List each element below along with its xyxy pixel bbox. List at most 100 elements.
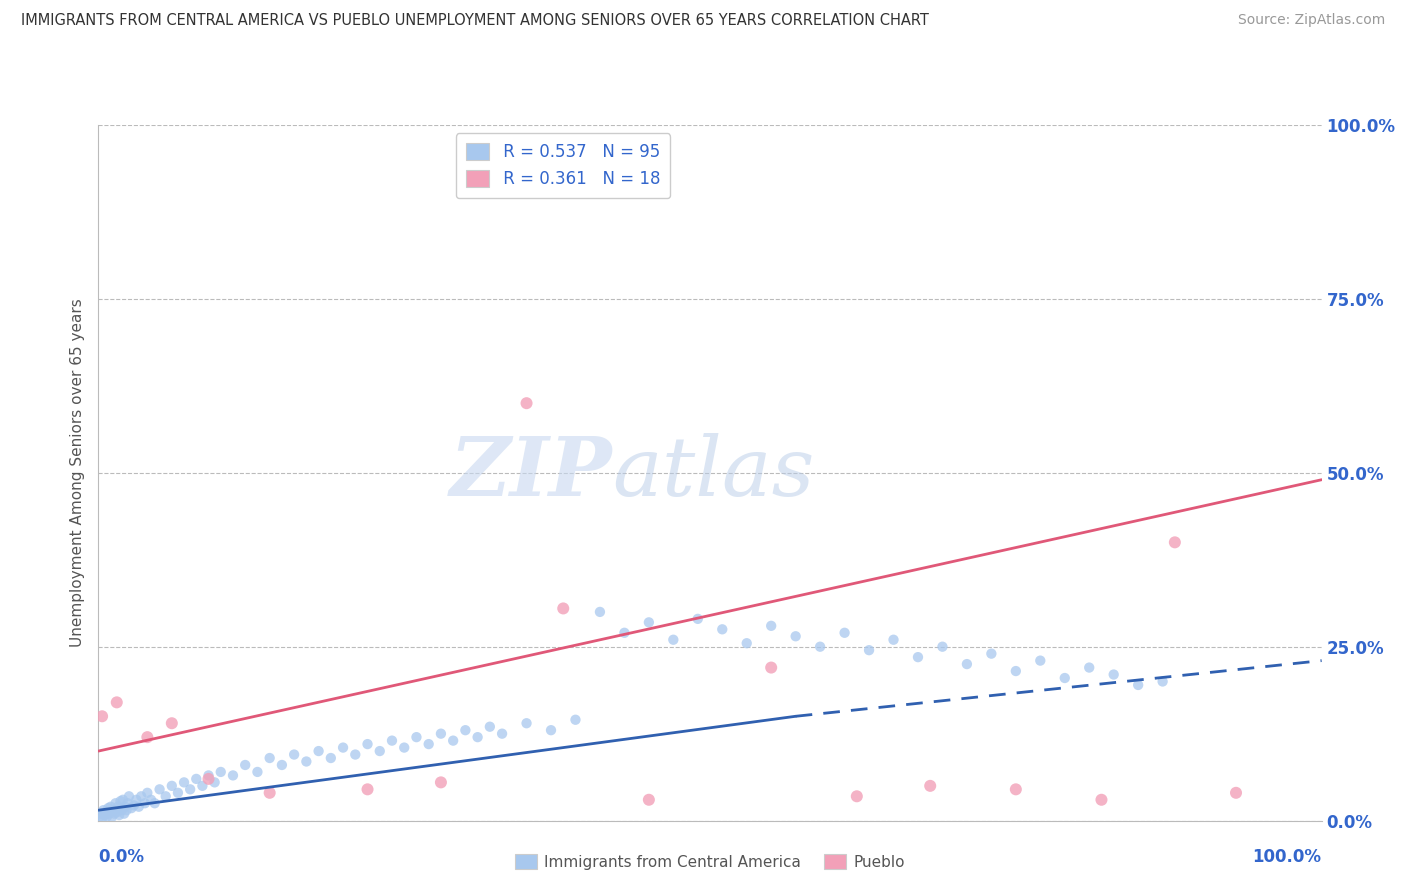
Point — [149, 782, 172, 797]
Point — [883, 632, 905, 647]
Point — [564, 713, 586, 727]
Point — [186, 772, 208, 786]
Point — [155, 789, 177, 804]
Point — [308, 744, 330, 758]
Point — [381, 733, 404, 747]
Point — [454, 723, 477, 738]
Point — [90, 806, 112, 821]
Point — [93, 808, 115, 822]
Point — [115, 803, 138, 817]
Point — [638, 793, 661, 807]
Point — [104, 796, 127, 810]
Point — [858, 643, 880, 657]
Point — [118, 789, 141, 804]
Point — [91, 803, 114, 817]
Point — [467, 730, 489, 744]
Point — [540, 723, 562, 738]
Point — [319, 751, 342, 765]
Point — [785, 629, 807, 643]
Point — [956, 657, 979, 671]
Point — [98, 806, 121, 821]
Point — [259, 751, 281, 765]
Text: 100.0%: 100.0% — [1253, 848, 1322, 866]
Point — [1164, 535, 1187, 549]
Point — [160, 716, 183, 731]
Point — [589, 605, 612, 619]
Point — [167, 786, 190, 800]
Point — [1029, 654, 1052, 668]
Point — [430, 726, 453, 740]
Point — [907, 650, 929, 665]
Point — [197, 772, 219, 786]
Point — [105, 805, 128, 820]
Point — [136, 786, 159, 800]
Point — [356, 782, 378, 797]
Point — [101, 810, 124, 824]
Point — [125, 793, 148, 807]
Point — [430, 775, 453, 789]
Point — [295, 755, 318, 769]
Point — [662, 632, 685, 647]
Point — [270, 758, 294, 772]
Point — [91, 709, 114, 723]
Point — [259, 786, 281, 800]
Point — [735, 636, 758, 650]
Point — [1090, 793, 1112, 807]
Point — [516, 396, 538, 410]
Point — [1053, 671, 1076, 685]
Point — [191, 779, 214, 793]
Point — [96, 809, 118, 823]
Point — [117, 796, 139, 810]
Point — [1004, 782, 1026, 797]
Point — [1152, 674, 1174, 689]
Point — [108, 808, 131, 822]
Point — [222, 768, 245, 782]
Point — [134, 796, 156, 810]
Point — [143, 796, 166, 810]
Point — [711, 623, 734, 637]
Text: atlas: atlas — [612, 433, 814, 513]
Point — [1102, 667, 1125, 681]
Point — [101, 803, 124, 817]
Point — [112, 806, 135, 821]
Point — [160, 779, 183, 793]
Point — [111, 793, 134, 807]
Legend: Immigrants from Central America, Pueblo: Immigrants from Central America, Pueblo — [509, 847, 911, 876]
Point — [638, 615, 661, 630]
Point — [405, 730, 427, 744]
Point — [478, 720, 501, 734]
Point — [110, 794, 132, 808]
Point — [233, 758, 256, 772]
Point — [368, 744, 391, 758]
Point — [931, 640, 953, 654]
Point — [122, 798, 145, 813]
Point — [100, 799, 122, 814]
Point — [129, 789, 152, 804]
Point — [103, 806, 125, 821]
Y-axis label: Unemployment Among Seniors over 65 years: Unemployment Among Seniors over 65 years — [70, 299, 86, 647]
Point — [920, 779, 942, 793]
Point — [197, 768, 219, 782]
Text: IMMIGRANTS FROM CENTRAL AMERICA VS PUEBLO UNEMPLOYMENT AMONG SENIORS OVER 65 YEA: IMMIGRANTS FROM CENTRAL AMERICA VS PUEBL… — [21, 13, 929, 29]
Point — [89, 810, 111, 824]
Point — [105, 695, 128, 709]
Point — [107, 799, 129, 814]
Point — [613, 625, 636, 640]
Point — [834, 625, 856, 640]
Point — [139, 793, 162, 807]
Point — [344, 747, 367, 762]
Point — [114, 799, 136, 814]
Text: 0.0%: 0.0% — [98, 848, 145, 866]
Point — [283, 747, 305, 762]
Point — [980, 647, 1002, 661]
Point — [553, 601, 575, 615]
Point — [1004, 664, 1026, 678]
Text: ZIP: ZIP — [450, 433, 612, 513]
Point — [173, 775, 195, 789]
Point — [179, 782, 201, 797]
Text: Source: ZipAtlas.com: Source: ZipAtlas.com — [1237, 13, 1385, 28]
Point — [136, 730, 159, 744]
Point — [356, 737, 378, 751]
Point — [204, 775, 226, 789]
Point — [209, 764, 232, 779]
